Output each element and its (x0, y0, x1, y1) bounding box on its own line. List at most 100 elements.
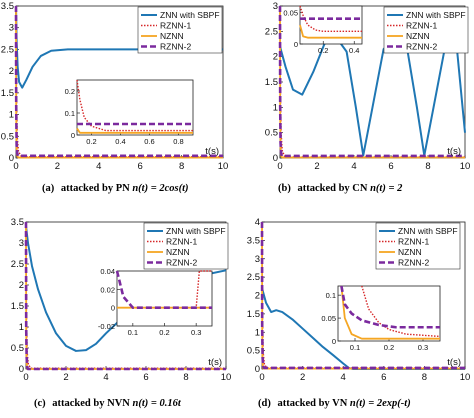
panel-a-ytick-label: 2.5 (1, 44, 14, 55)
panel-c: 0 2 4 6 8 10 0 0.5 1 1.5 2 2.5 3 3.5 t(s) ZNN with SBPF… (11, 217, 232, 383)
panel-d-inset-line-rznn-2 (340, 285, 440, 329)
panel-d-legend-label-rznn-2: RZNN-2 (398, 258, 429, 268)
caption-b-label: (b) (278, 183, 291, 194)
panel-d-xtick-label: 2 (300, 372, 305, 383)
panel-b-xlabel: t(s) (447, 146, 461, 157)
panel-a-xtick-label: 8 (179, 161, 184, 172)
panel-a-xtick-label: 0 (13, 161, 18, 172)
panel-c-legend-label-rznn-2: RZNN-2 (166, 258, 197, 268)
panel-a-xlabel: t(s) (205, 146, 219, 157)
caption-c: (c) attacked by NVN n(t) = 0.16t (34, 398, 182, 409)
panel-a-line-znn-sbpf (15, 5, 223, 89)
caption-c-formula: n(t) = 0.16t (133, 398, 182, 409)
panel-b-inset-xtick-label: 0.2 (318, 46, 328, 55)
panel-c-xtick-label: 4 (103, 372, 108, 383)
caption-d-text: attacked by VN (277, 398, 349, 409)
panel-c-ytick-label: 1 (19, 322, 24, 333)
caption-b-text: attacked by CN (297, 183, 370, 194)
caption-a: (a) attacked by PN n(t) = 2cos(t) (42, 183, 188, 194)
panel-a-legend-label-znn-sbpf: ZNN with SBPF (160, 10, 220, 20)
panel-d-ytick-label: 3.5 (247, 235, 260, 246)
panel-b-xtick-label: 2 (314, 161, 319, 172)
panel-d-xtick-label: 0 (259, 372, 264, 383)
panel-d: 0 2 4 6 8 10 0 0.5 1 1.5 2 2.5 3 3.5 4 t(s) ZNN with SBP… (247, 217, 471, 383)
panel-a-ytick-label: 1.5 (1, 88, 14, 99)
panel-d-xtick-label: 6 (381, 372, 386, 383)
panel-d-inset-xtick-label: 0.1 (350, 343, 360, 352)
panel-c-ytick-label: 0.5 (11, 343, 24, 354)
panel-d-ytick-label: 3 (255, 254, 260, 265)
panel-c-xtick-label: 0 (23, 372, 28, 383)
panel-b-xtick-label: 4 (351, 161, 356, 172)
panel-c-xlabel: t(s) (208, 357, 222, 368)
panel-d-legend-label-rznn-1: RZNN-1 (398, 237, 429, 247)
caption-d-formula: n(t) = 2exp(-t) (350, 398, 411, 409)
panel-c-inset-line-rznn-2 (115, 270, 212, 309)
panel-d-xtick-label: 8 (422, 372, 427, 383)
panel-b-xtick-label: 10 (460, 161, 471, 172)
panel-c-legend-label-znn-sbpf: ZNN with SBPF (166, 226, 226, 236)
caption-a-formula: n(t) = 2cos(t) (132, 183, 188, 194)
panel-c-inset: 0.1 0.2 0.3 -0.02 0 0.02 0.04 (98, 267, 213, 337)
panel-a-inset-ytick-label: 0.2 (65, 87, 75, 96)
panel-c-xtick-label: 2 (63, 372, 68, 383)
caption-d: (d) attacked by VN n(t) = 2exp(-t) (258, 398, 411, 409)
panel-d-inset-ytick-label: 0.05 (321, 314, 336, 323)
panel-a-inset-line-nznn (76, 127, 193, 134)
caption-c-label: (c) (34, 398, 46, 409)
panel-a-legend-label-nznn: NZNN (160, 31, 184, 41)
panel-a-legend-label-rznn-1: RZNN-1 (160, 21, 191, 31)
panel-b-ytick-label: 2.5 (265, 26, 278, 37)
panel-a-inset-xtick-label: 0.4 (115, 137, 125, 146)
panel-d-inset-bg (338, 286, 440, 341)
panel-b-ytick-label: 2 (273, 52, 278, 63)
panel-b-ytick-label: 3 (273, 1, 278, 12)
panel-b-xtick-label: 6 (388, 161, 393, 172)
panel-c-inset-xtick-label: 0.2 (159, 328, 169, 337)
panel-d-ytick-label: 2 (255, 291, 260, 302)
panel-c-ytick-label: 3.5 (11, 217, 24, 228)
panel-c-ytick-label: 2 (19, 280, 24, 291)
panel-b-inset-xtick-label: 0.4 (349, 46, 359, 55)
panel-c-inset-ytick-label: -0.02 (98, 322, 115, 331)
panel-d-line-rznn-2 (260, 221, 465, 370)
panel-c-inset-bg (117, 271, 212, 326)
panel-a-ytick-label: 3 (9, 23, 14, 34)
caption-c-text: attacked by NVN (52, 398, 132, 409)
panel-b-inset-line-nznn (299, 24, 362, 39)
panel-c-inset-ytick-label: 0.02 (100, 285, 115, 294)
panel-c-ytick-label: 1.5 (11, 301, 24, 312)
panel-d-inset-ytick-label: 0.1 (326, 291, 336, 300)
panel-d-ytick-label: 4 (255, 217, 260, 228)
panel-c-line-rznn-2 (24, 221, 226, 371)
panel-b-legend-label-nznn: NZNN (406, 31, 430, 41)
panel-b-legend-label-rznn-2: RZNN-2 (406, 42, 437, 52)
caption-a-text: attacked by PN (61, 183, 132, 194)
panel-b-ytick-label: 1.5 (265, 77, 278, 88)
panel-b-xtick-label: 0 (277, 161, 282, 172)
panel-b-ytick-label: 1 (273, 102, 278, 113)
panel-a-ytick-label: 1 (9, 110, 14, 121)
panel-a-ytick-label: 3.5 (1, 1, 14, 12)
panel-d-ytick-label: 0.5 (247, 346, 260, 357)
panel-d-inset-xtick-label: 0.2 (384, 343, 394, 352)
panel-a-inset-xtick-label: 0.2 (86, 137, 96, 146)
panel-d-legend-label-znn-sbpf: ZNN with SBPF (398, 226, 458, 236)
panel-a-ytick-label: 0.5 (1, 131, 14, 142)
panel-a-xtick-label: 10 (218, 161, 229, 172)
panel-d-ytick-label: 1.5 (247, 309, 260, 320)
panel-c-ytick-label: 3 (19, 238, 24, 249)
panel-b-line-rznn-2 (278, 5, 465, 158)
panel-a: 0 2 4 6 8 10 0 0.5 1 1.5 2 2.5 3 3.5 t(s) ZNN with SBPF… (1, 1, 229, 172)
panel-c-inset-xtick-label: 0.1 (128, 328, 138, 337)
panel-c-inset-xtick-label: 0.3 (191, 328, 201, 337)
panel-a-ytick-label: 2 (9, 66, 14, 77)
panel-c-xtick-label: 6 (143, 372, 148, 383)
panel-b-legend-label-znn-sbpf: ZNN with SBPF (406, 10, 466, 20)
panel-c-legend-label-rznn-1: RZNN-1 (166, 237, 197, 247)
caption-b-formula: n(t) = 2 (370, 183, 403, 194)
panel-c-ytick-label: 2.5 (11, 259, 24, 270)
panel-a-inset-xtick-label: 0.8 (173, 137, 183, 146)
